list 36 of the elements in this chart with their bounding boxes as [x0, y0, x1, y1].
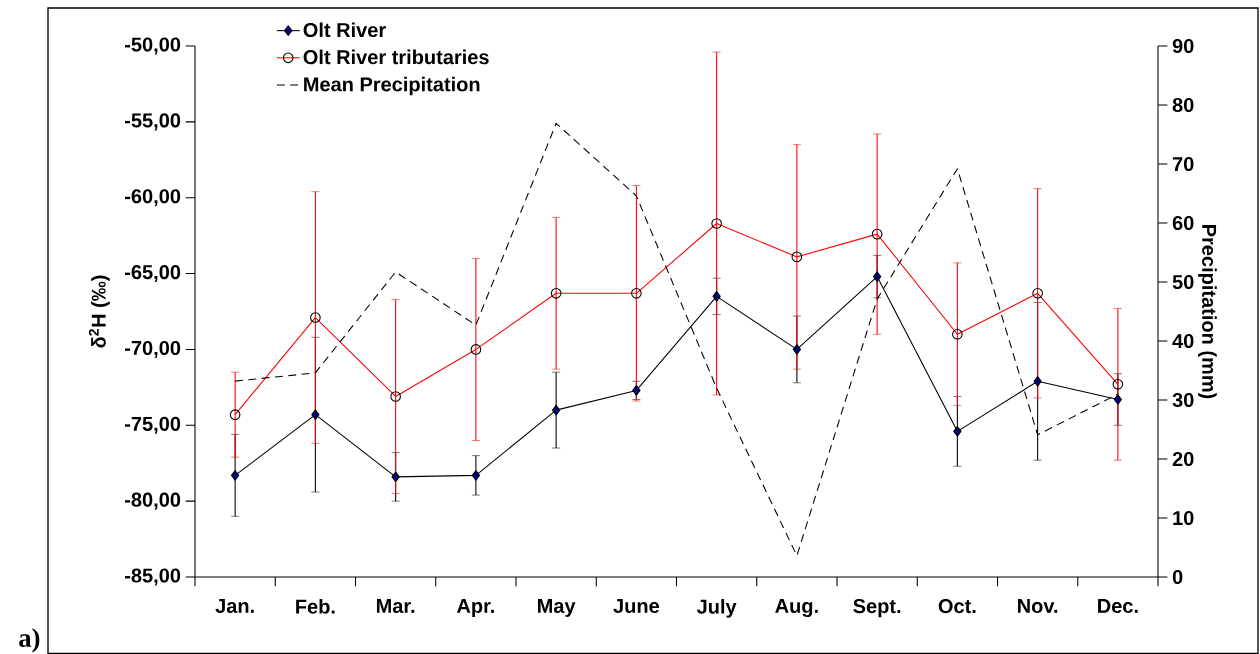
x-tick-label: May [538, 599, 576, 617]
x-tick-label: Oct. [938, 599, 976, 614]
legend-label: Olt River [303, 22, 386, 38]
x-tick-label: Sept. [853, 599, 901, 618]
y-tick-label: -70,00 [125, 340, 181, 358]
y2-tick-label: 50 [1172, 274, 1194, 290]
y2-tick-label: 90 [1172, 38, 1194, 54]
y-tick-label: -60,00 [125, 189, 181, 207]
y2-tick-label: 80 [1172, 97, 1194, 113]
x-tick-label: June [613, 599, 660, 613]
legend-label: Mean Precipitation [304, 76, 480, 96]
y-tick-label: -75,00 [125, 416, 181, 434]
x-tick-label: Jan. [215, 599, 254, 613]
x-tick-label: Apr. [456, 599, 494, 617]
y2-tick-label: 20 [1172, 451, 1194, 467]
y-tick-label: -65,00 [125, 265, 181, 283]
x-tick-label: Nov. [1018, 599, 1058, 613]
y2-tick-label: 0 [1172, 569, 1183, 585]
y2-tick-label: 40 [1172, 333, 1194, 349]
y-tick-label: -80,00 [125, 492, 181, 510]
y2-tick-label: 10 [1173, 510, 1194, 526]
x-tick-label: July [696, 599, 737, 618]
legend-label: Olt River tributaries [303, 49, 489, 65]
y2-tick-label: 70 [1172, 156, 1194, 172]
y2-axis-title: Precipitation (mm) [1198, 225, 1217, 399]
y2-tick-label: 60 [1172, 215, 1194, 231]
y-axis-title: δ$^{2}$H (‰) [88, 275, 110, 348]
x-tick-label: Mar. [376, 599, 415, 613]
x-tick-label: Aug. [775, 599, 818, 618]
y-tick-label: -50,00 [125, 37, 181, 55]
y-tick-label: -85,00 [125, 568, 181, 586]
y2-tick-label: 30 [1172, 392, 1194, 408]
text: a) [19, 628, 40, 653]
x-tick-label: Dec. [1098, 599, 1138, 613]
x-tick-label: Feb. [296, 599, 335, 614]
y-tick-label: -55,00 [125, 113, 181, 131]
